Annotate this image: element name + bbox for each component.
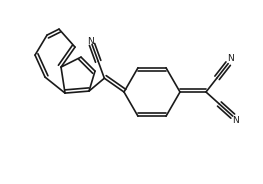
Text: N: N [87, 37, 93, 46]
Text: N: N [232, 116, 239, 125]
Text: N: N [227, 54, 234, 63]
